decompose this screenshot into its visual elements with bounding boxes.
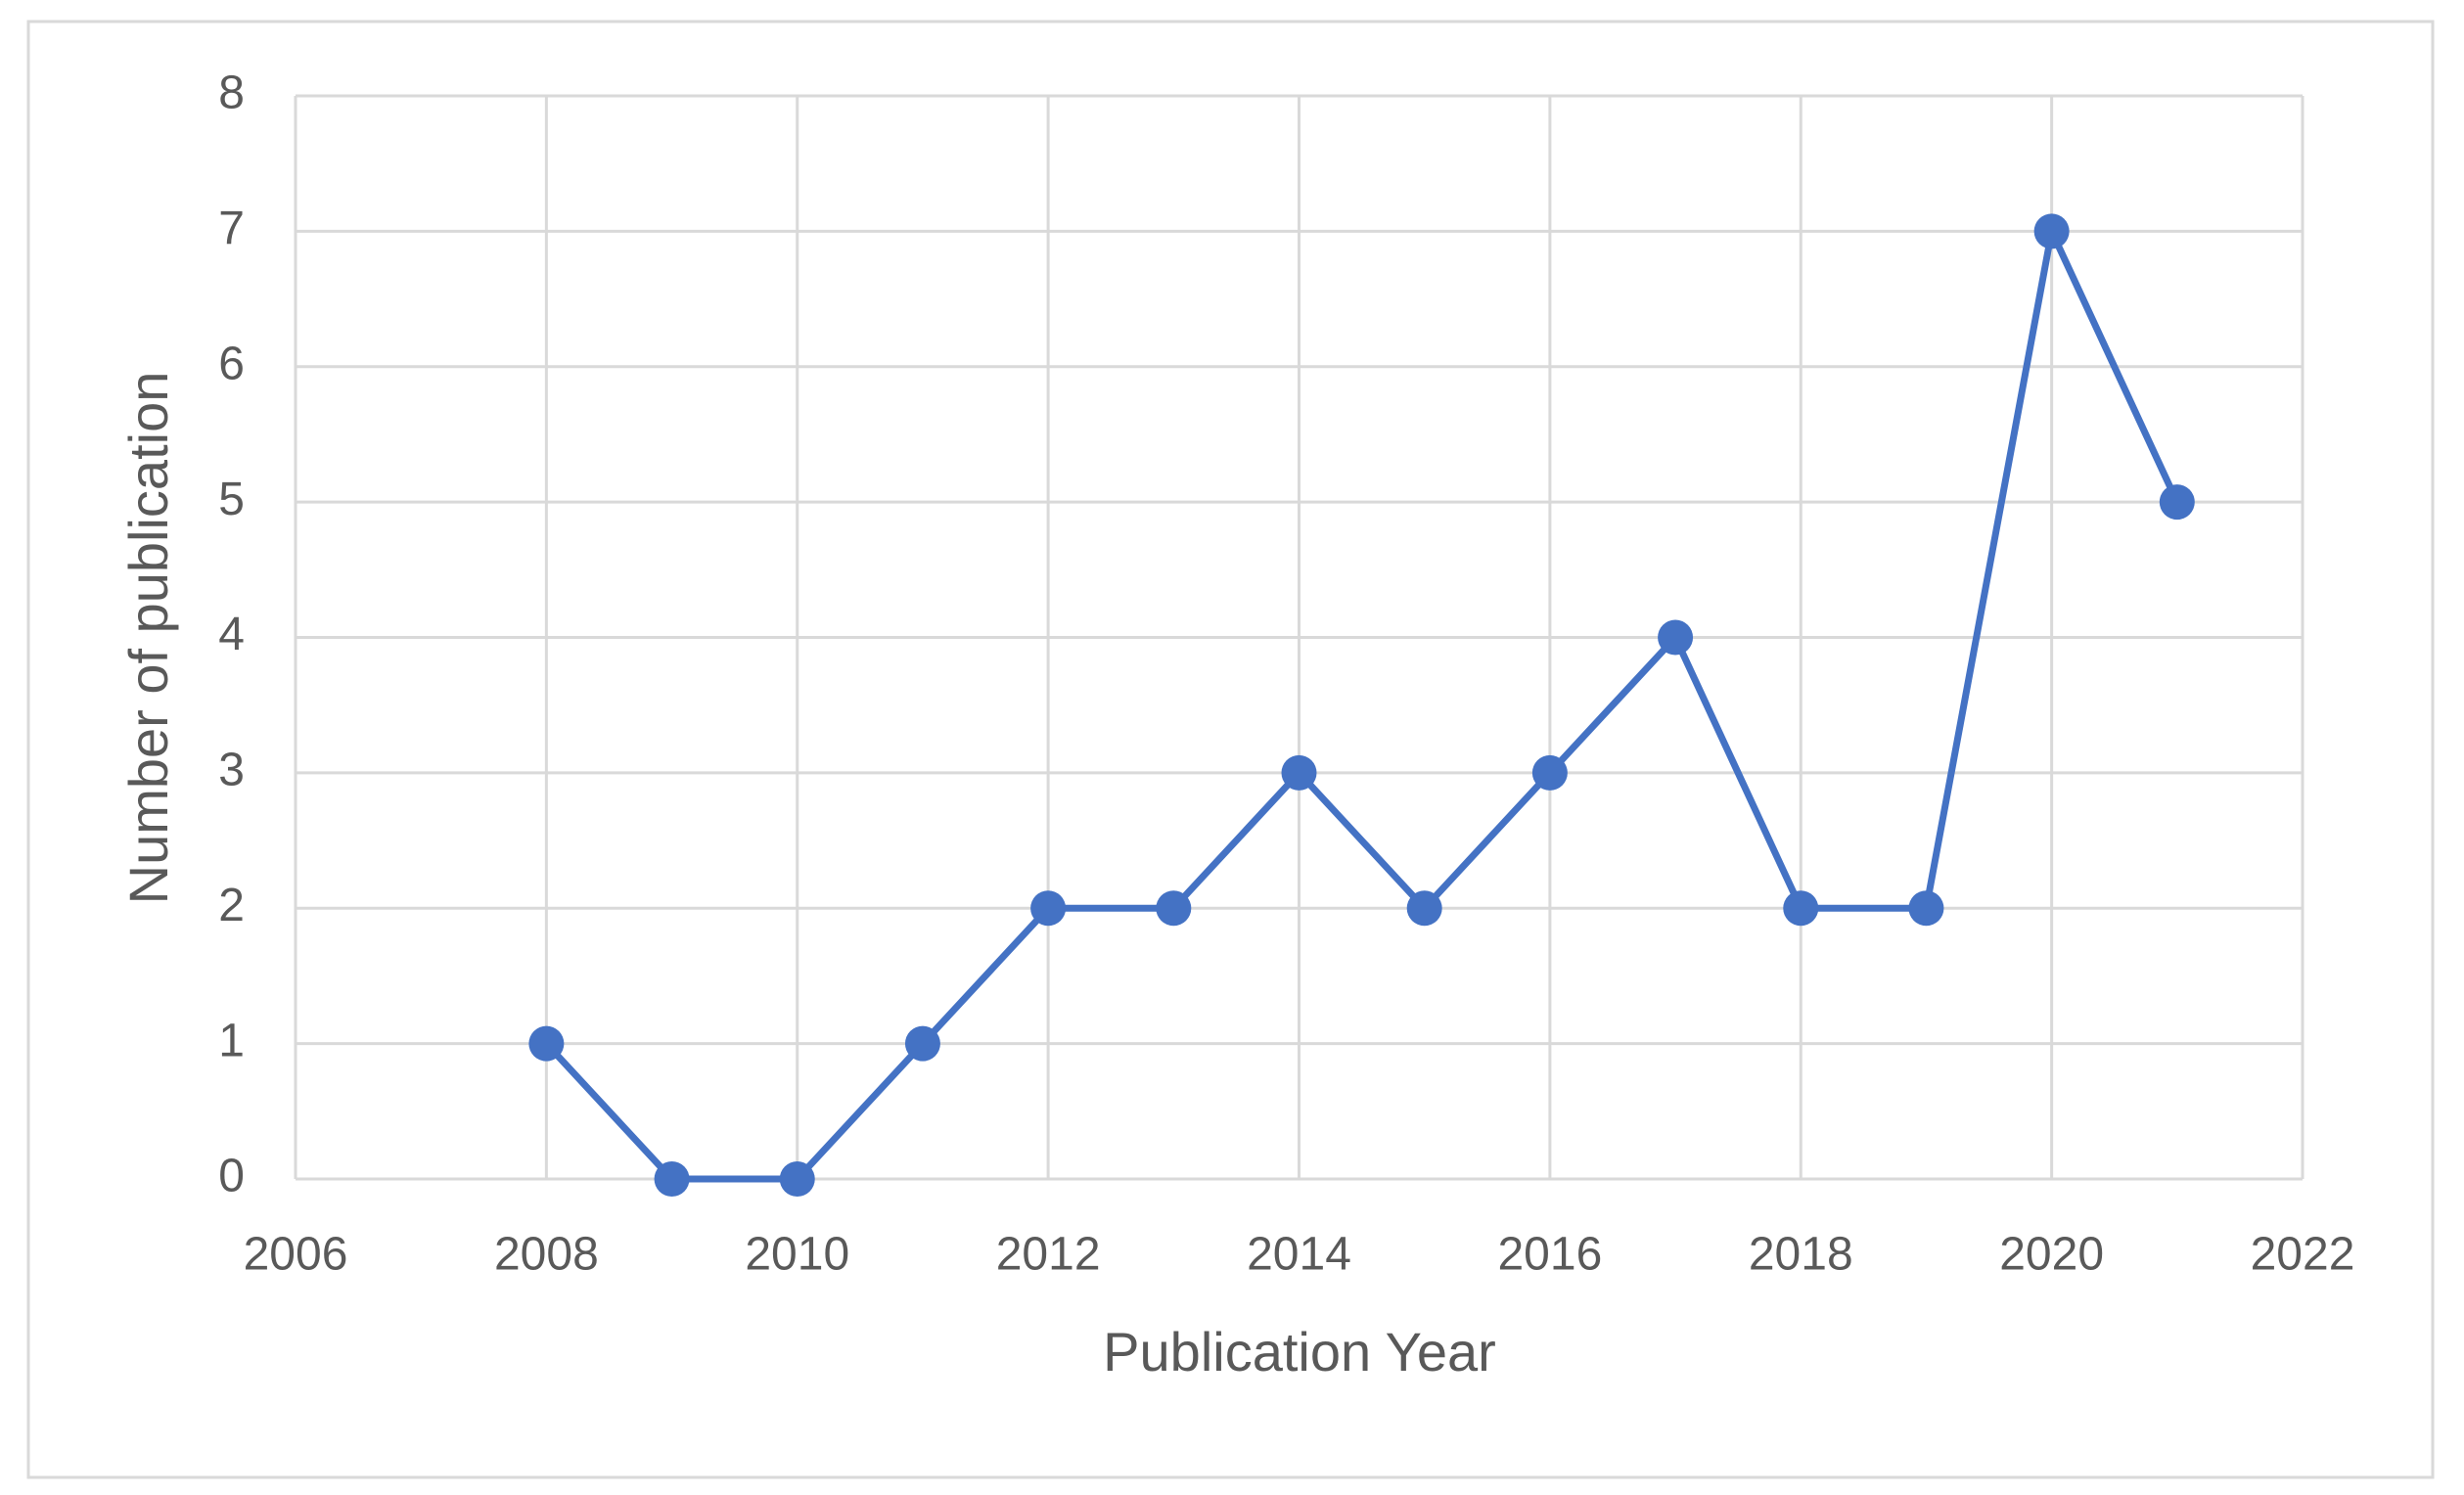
y-tick-label: 6 — [218, 338, 245, 389]
x-tick-label: 2010 — [745, 1229, 849, 1281]
data-point — [1658, 619, 1694, 656]
y-tick-label: 2 — [218, 880, 245, 931]
x-tick-label: 2022 — [2251, 1229, 2355, 1281]
x-tick-label: 2018 — [1749, 1229, 1853, 1281]
data-point — [654, 1161, 690, 1197]
data-point — [528, 1025, 565, 1062]
data-point — [779, 1161, 815, 1197]
y-axis-title: Number of publication — [117, 372, 179, 905]
data-point — [1156, 890, 1192, 927]
y-tick-label: 1 — [218, 1015, 245, 1066]
x-tick-label: 2012 — [996, 1229, 1101, 1281]
y-tick-label: 5 — [218, 474, 245, 525]
data-point — [2159, 484, 2195, 521]
data-point — [1783, 890, 1819, 927]
data-point — [1908, 890, 1944, 927]
x-tick-label: 2008 — [494, 1229, 599, 1281]
data-point — [904, 1025, 940, 1062]
x-tick-label: 2006 — [244, 1229, 348, 1281]
x-tick-label: 2020 — [1999, 1229, 2104, 1281]
x-tick-label: 2016 — [1497, 1229, 1602, 1281]
y-tick-label: 4 — [218, 609, 245, 660]
y-tick-label: 7 — [218, 203, 245, 254]
data-point — [1030, 890, 1067, 927]
data-point — [1406, 890, 1442, 927]
data-line — [543, 227, 2180, 1183]
data-point — [2033, 213, 2070, 249]
y-tick-label: 3 — [218, 745, 245, 796]
y-tick-label: 0 — [218, 1151, 245, 1202]
x-axis-title: Publication Year — [1103, 1321, 1496, 1382]
x-tick-label: 2014 — [1247, 1229, 1351, 1281]
chart-border — [26, 20, 2435, 1479]
data-point — [1531, 754, 1568, 791]
data-point — [1281, 754, 1317, 791]
y-tick-label: 8 — [218, 68, 245, 119]
